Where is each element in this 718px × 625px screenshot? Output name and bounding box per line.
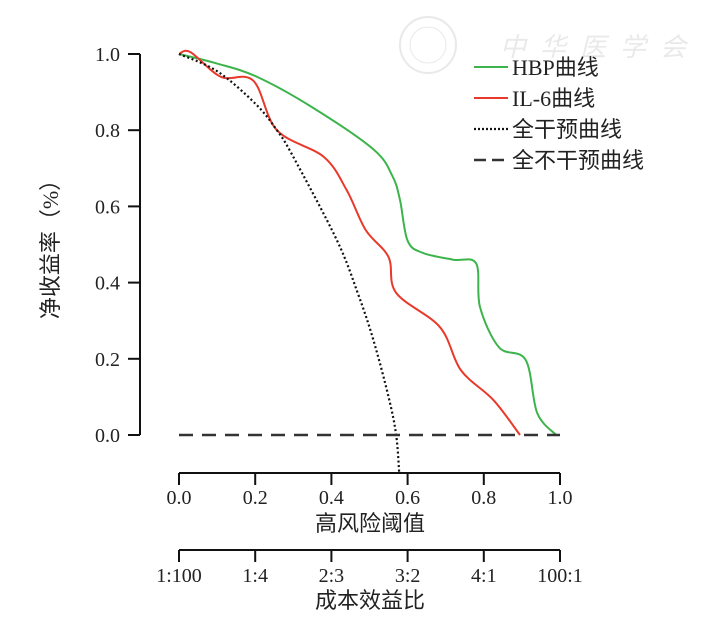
x-axis: 0.0 0.2 0.4 0.6 0.8 1.0 xyxy=(167,472,573,509)
series-line-0 xyxy=(178,53,557,436)
svg-text:中华医学会: 中华医学会 xyxy=(500,33,700,62)
plot-area xyxy=(178,49,560,474)
x2-tick-label: 2:3 xyxy=(319,565,345,587)
x2-tick-label: 3:2 xyxy=(395,565,421,587)
series-line-1 xyxy=(178,49,521,436)
x-tick-label: 0.6 xyxy=(395,487,420,509)
x-axis-label: 高风险阈值 xyxy=(315,511,425,536)
y-axis-label: 净收益率（%） xyxy=(38,169,63,319)
x2-axis-label: 成本效益比 xyxy=(315,588,425,613)
x2-tick-label: 1:100 xyxy=(156,565,202,587)
watermark: 中华医学会 xyxy=(399,16,700,74)
x-tick-label: 0.4 xyxy=(319,487,344,509)
y-tick-label: 0.6 xyxy=(95,196,120,218)
series-line-2 xyxy=(178,52,401,474)
y-tick-label: 0.8 xyxy=(95,120,120,142)
x-tick-label: 0.2 xyxy=(243,487,268,509)
x2-tick-label: 1:4 xyxy=(242,565,268,587)
x-tick-label: 0.0 xyxy=(167,487,192,509)
x2-tick-label: 100:1 xyxy=(537,565,583,587)
x-tick-label: 1.0 xyxy=(548,487,573,509)
y-axis: 0.0 0.2 0.4 0.6 0.8 1.0 xyxy=(95,44,141,447)
x2-axis: 1:100 1:4 2:3 3:2 4:1 100:1 xyxy=(156,549,583,587)
x2-tick-label: 4:1 xyxy=(471,565,497,587)
legend-label-0: HBP曲线 xyxy=(512,55,599,80)
y-tick-label: 0.4 xyxy=(95,273,120,295)
y-tick-label: 0.2 xyxy=(95,349,120,371)
legend-label-3: 全不干预曲线 xyxy=(512,148,644,173)
legend-label-2: 全干预曲线 xyxy=(512,117,622,142)
legend-label-1: IL-6曲线 xyxy=(512,86,595,111)
y-tick-label: 1.0 xyxy=(95,44,120,66)
y-tick-label: 0.0 xyxy=(95,425,120,447)
x-tick-label: 0.8 xyxy=(471,487,496,509)
